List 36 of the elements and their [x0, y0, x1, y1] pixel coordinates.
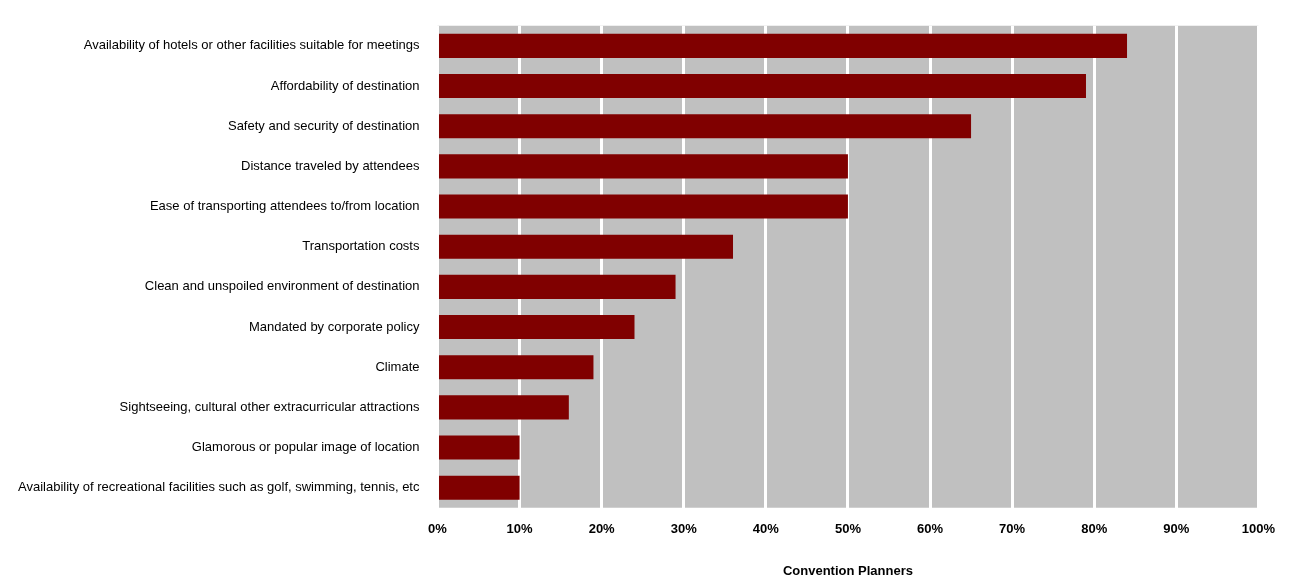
y-tick-label: Mandated by corporate policy — [248, 318, 420, 334]
y-tick-label: Affordability of destination — [270, 77, 420, 93]
bar — [438, 194, 848, 219]
bar — [438, 274, 676, 299]
bar — [438, 435, 520, 460]
bar — [438, 315, 635, 340]
y-tick-label: Availability of recreational facilities such as golf, swimming, tennis, etc — [17, 479, 420, 495]
x-tick-label: 100% — [1241, 521, 1276, 537]
bar — [438, 74, 1086, 99]
bar — [438, 33, 1128, 58]
x-tick-label: 40% — [752, 521, 780, 537]
y-tick-label: Availability of hotels or other facilities suitable for meetings — [83, 37, 420, 53]
x-axis-title: Convention Planners — [782, 562, 913, 578]
y-tick-label: Distance traveled by attendees — [240, 157, 420, 173]
bar — [438, 355, 594, 380]
bar — [438, 395, 569, 420]
x-tick-label: 70% — [999, 521, 1026, 537]
bar — [438, 475, 520, 500]
x-tick-label: 30% — [670, 521, 698, 537]
y-tick-label: Ease of transporting attendees to/from location — [149, 198, 420, 214]
x-tick-label: 80% — [1081, 521, 1108, 537]
y-tick-label: Clean and unspoiled environment of destination — [144, 278, 420, 294]
y-tick-label: Sightseeing, cultural other extracurricular attractions — [119, 398, 420, 414]
x-tick-label: 90% — [1163, 521, 1190, 537]
bar — [438, 114, 972, 139]
x-tick-label: 0% — [428, 521, 448, 537]
x-tick-label: 20% — [588, 521, 616, 537]
y-tick-label: Glamorous or popular image of location — [191, 439, 420, 455]
x-tick-label: 10% — [506, 521, 534, 537]
y-tick-label: Transportation costs — [302, 238, 420, 254]
y-tick-label: Safety and security of destination — [227, 117, 420, 133]
x-tick-label: 50% — [834, 521, 862, 537]
bar — [438, 234, 734, 259]
y-tick-label: Climate — [375, 358, 420, 374]
bar — [438, 154, 848, 179]
x-tick-label: 60% — [917, 521, 944, 537]
